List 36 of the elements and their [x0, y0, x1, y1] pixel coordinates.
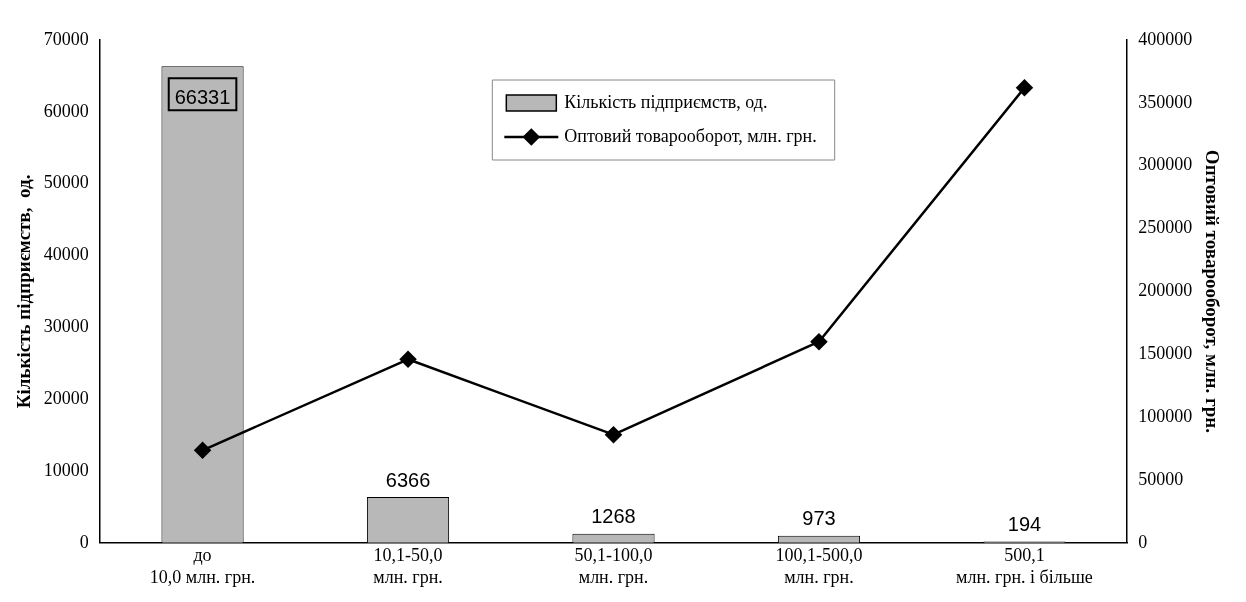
y-tick-label: 40000 [43, 244, 89, 265]
point [194, 442, 211, 459]
y2-tick-label: 200000 [1138, 280, 1193, 301]
y-tick-label: 50000 [43, 172, 89, 193]
x-tick-label: 500,1 млн. грн. і більше [956, 545, 1093, 587]
point [1016, 79, 1033, 97]
x-tick-label: 10,1-50,0 млн. грн. [373, 545, 443, 587]
y2-tick-label: 100000 [1138, 405, 1193, 426]
y-tick-label: 60000 [43, 100, 89, 121]
data-label: 194 [1007, 512, 1042, 535]
y2-tick-label: 50000 [1138, 468, 1184, 489]
x-tick-label: до 10,0 млн. грн. [149, 545, 256, 587]
data-label: 973 [802, 507, 836, 530]
y-tick-label: 30000 [43, 316, 89, 337]
y-tick-label: 20000 [43, 387, 89, 408]
y-axis-title: Кількість підприємств, од. [13, 174, 35, 409]
y2-tick-label: 0 [1138, 531, 1148, 552]
legend-label: Оптовий товарооборот, млн. грн. [564, 125, 817, 146]
y2-tick-label: 350000 [1138, 91, 1193, 112]
point [810, 333, 828, 350]
data-label: 1268 [591, 505, 636, 528]
y2-tick-label: 300000 [1138, 154, 1193, 175]
legend-label: Кількість підприємств, од. [564, 91, 768, 112]
point [605, 426, 622, 443]
x-tick-label: 50,1-100,0 млн. грн. [574, 545, 653, 587]
x-tick-label: 100,1-500,0 млн. грн. [775, 545, 863, 587]
y2-tick-label: 400000 [1138, 28, 1193, 49]
y-tick-label: 0 [79, 531, 89, 552]
y-tick-label: 70000 [43, 28, 89, 49]
point [399, 351, 417, 368]
data-label: 66331 [174, 85, 231, 108]
y2-axis-title: Оптовий товарооборот, млн. грн. [1201, 149, 1223, 433]
y2-tick-label: 150000 [1138, 342, 1193, 363]
y2-tick-label: 250000 [1138, 217, 1193, 238]
data-label: 6366 [385, 468, 431, 491]
y-tick-label: 10000 [43, 459, 89, 480]
